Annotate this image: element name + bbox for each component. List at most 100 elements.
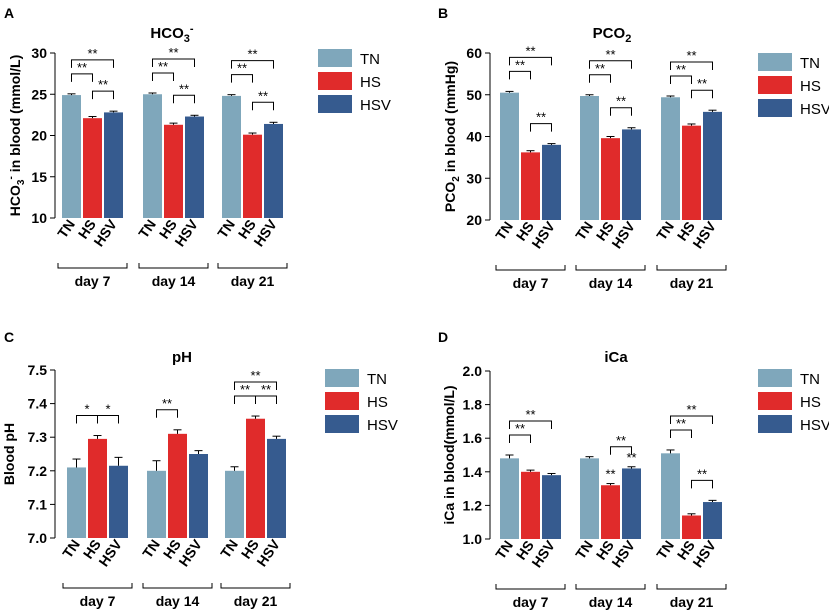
significance-bracket [589,74,611,83]
x-category-label: HSV [689,218,719,251]
ylabel-rest: in blood (mmol/L) [7,55,23,172]
group-bracket [57,263,128,269]
significance-bracket [152,58,195,68]
y-tick-label: 60 [466,45,482,61]
significance-label: ** [158,59,168,74]
bar-hsv-day-7 [542,144,561,220]
bar-tn-day-7 [67,467,86,538]
y-tick-label: 7.5 [28,362,48,378]
bar-hsv-day-7 [542,475,561,539]
legend-label-hs: HS [800,78,821,95]
y-tick-label: 7.3 [28,429,48,445]
y-tick-label: 25 [31,86,47,102]
group-bracket [217,263,288,269]
significance-bracket [173,94,195,104]
legend-swatch-hsv [758,415,792,433]
x-category-label: TN [572,538,596,562]
panel-letter: B [438,5,448,21]
ylabel-superscript: - [6,176,17,179]
x-category-label: TN [139,537,163,561]
bar-hsv-day-21 [264,123,283,218]
title-subscript: 2 [625,33,631,45]
x-category-label: HSV [528,537,558,570]
x-category-label: TN [653,538,677,562]
group-label: day 21 [670,275,714,291]
panel-letter: C [4,329,14,345]
legend-swatch-hs [758,392,792,410]
panel-letter: D [438,329,448,345]
significance-bracket [530,123,552,132]
bar-tn-day-14 [580,96,599,220]
significance-bracket [509,70,531,80]
y-tick-label: 15 [31,169,47,185]
group-label: day 7 [513,594,549,610]
bar-hs-day-7 [521,471,540,539]
significance-label: ** [168,45,178,60]
significance-label: ** [676,62,686,77]
x-category-label: TN [653,219,677,243]
y-axis-label: HCO3- in blood (mmol/L) [6,55,27,216]
significance-label: ** [240,382,250,397]
significance-bracket [610,107,632,116]
significance-bracket [691,479,713,489]
group-label: day 21 [234,593,278,609]
significance-bracket [234,381,277,391]
group-bracket [575,265,646,271]
bar-hsv-day-14 [189,454,208,538]
group-bracket [62,583,133,589]
bar-hsv-day-14 [622,468,641,539]
group-label: day 21 [231,273,275,289]
bar-tn-day-21 [225,470,244,538]
chart-title: PCO2 [593,25,632,45]
significance-label: ** [98,77,108,92]
legend-swatch-hs [758,76,792,94]
legend-label-hsv: HSV [367,417,398,434]
ylabel-subscript: 3 [16,179,27,185]
legend-swatch-hsv [758,99,792,117]
bar-tn-day-7 [500,458,519,539]
significance-label: ** [605,467,615,482]
legend-swatch-tn [318,49,352,67]
x-category-label: HSV [95,536,125,569]
significance-label: ** [536,110,546,125]
y-tick-label: 1.6 [463,430,483,446]
significance-bracket [231,74,253,83]
x-category-label: HSV [171,216,201,249]
significance-label: * [84,402,89,417]
title-subscript: 3 [184,33,190,45]
legend-label-hsv: HSV [800,101,829,118]
y-tick-label: 7.0 [28,530,48,546]
bar-hs-day-14 [164,124,183,218]
significance-label: ** [616,94,626,109]
significance-bracket [92,90,114,100]
significance-bracket [670,429,692,438]
x-category-label: TN [217,537,241,561]
ylabel-rest: in blood (mmHg) [442,61,458,172]
bar-tn-day-14 [143,94,162,218]
y-tick-label: 40 [466,129,482,145]
group-bracket [138,263,209,269]
y-tick-label: 1.4 [463,464,483,480]
group-bracket [575,584,646,590]
significance-bracket [670,415,713,424]
group-label: day 21 [670,594,714,610]
group-label: day 14 [156,593,200,609]
legend-label-tn: TN [367,371,387,388]
significance-bracket [71,73,93,82]
legend-label-hs: HS [360,74,381,91]
significance-label: ** [605,47,615,62]
significance-label: ** [525,43,535,58]
group-label: day 14 [589,594,633,610]
legend-label-tn: TN [800,371,820,388]
significance-bracket [71,59,114,68]
bar-hsv-day-14 [622,129,641,220]
bar-hs-day-7 [88,438,107,538]
legend-label-hs: HS [800,394,821,411]
significance-label: ** [250,368,260,383]
title-main: iCa [604,349,628,366]
bar-tn-day-21 [661,453,680,539]
y-tick-label: 20 [31,128,47,144]
bar-hs-day-14 [601,138,620,220]
legend-label-tn: TN [800,55,820,72]
bar-hs-day-7 [83,118,102,218]
